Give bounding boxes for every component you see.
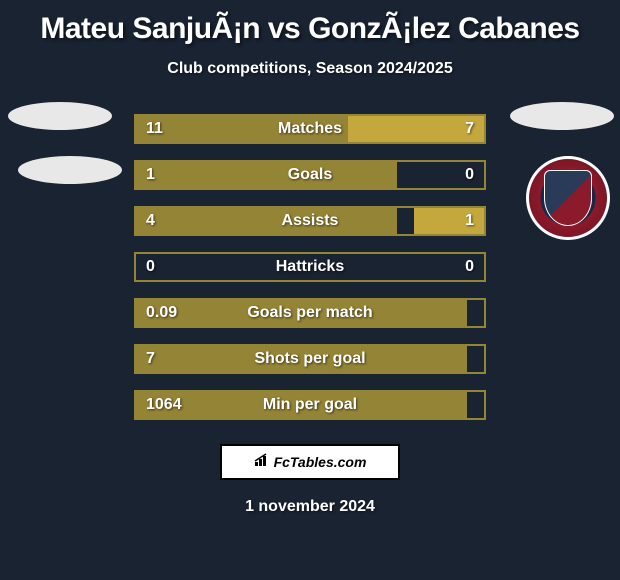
stat-label: Matches [136, 120, 484, 138]
brand-text: FcTables.com [274, 454, 367, 470]
club-badge-right [526, 156, 610, 240]
stat-row: 10Goals [134, 160, 486, 190]
stat-label: Min per goal [136, 396, 484, 414]
stat-row: 117Matches [134, 114, 486, 144]
footer-date: 1 november 2024 [0, 498, 620, 516]
stat-row: 1064Min per goal [134, 390, 486, 420]
page-subtitle: Club competitions, Season 2024/2025 [0, 60, 620, 78]
stat-row: 0.09Goals per match [134, 298, 486, 328]
stats-container: 117Matches 10Goals 41Assists 00Hattricks 0.0… [0, 114, 620, 420]
shield-icon [544, 170, 592, 226]
stat-label: Goals [136, 166, 484, 184]
page-title: Mateu SanjuÃ¡n vs GonzÃ¡lez Cabanes [0, 0, 620, 46]
stat-row: 41Assists [134, 206, 486, 236]
player-left-avatar-top [8, 102, 112, 130]
stat-row: 7Shots per goal [134, 344, 486, 374]
chart-icon [254, 453, 270, 472]
stat-label: Hattricks [136, 258, 484, 276]
brand-badge[interactable]: FcTables.com [220, 444, 400, 480]
stat-label: Shots per goal [136, 350, 484, 368]
stat-row: 00Hattricks [134, 252, 486, 282]
stat-label: Goals per match [136, 304, 484, 322]
stat-label: Assists [136, 212, 484, 230]
player-left-avatar-bottom [18, 156, 122, 184]
player-right-avatar-top [510, 102, 614, 130]
